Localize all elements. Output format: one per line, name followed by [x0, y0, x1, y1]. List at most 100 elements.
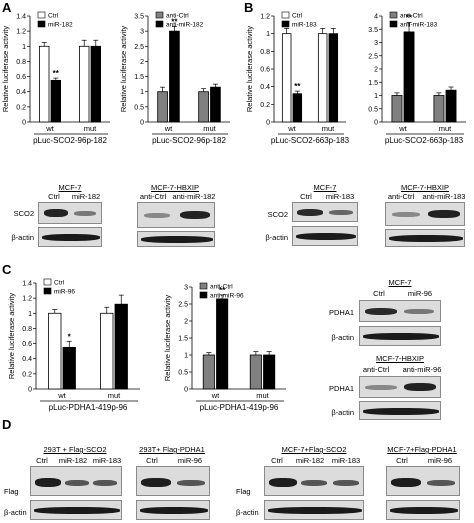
bar-anti-mir-183	[403, 31, 415, 123]
blot-b-lane-anti-ctrl: anti-Ctrl	[387, 192, 415, 201]
bar-ctrl	[48, 312, 62, 390]
bar-mir-182	[50, 79, 62, 123]
x-group-label: mut	[84, 124, 97, 133]
legend-label: anti-miR-96	[210, 293, 244, 300]
blot-b-header-mcf7: MCF-7	[313, 183, 337, 192]
blot-d-header-mcf7-pdha1: MCF-7+Flag-PDHA1	[387, 445, 457, 454]
y-tick-label: 1.5	[368, 80, 378, 87]
western-blot-c1-actin	[359, 326, 441, 346]
western-blot-d2-actin	[136, 500, 210, 520]
blot-b-header-hbxip: MCF-7-HBXIP	[401, 183, 449, 192]
y-tick-label: 1.4	[16, 14, 26, 21]
blot-d1-lane-mir182: miR-182	[58, 456, 88, 465]
blot-d4-lane-mir96: miR-96	[427, 456, 453, 465]
bar-anti-ctrl	[202, 354, 215, 390]
y-tick-label: 0.8	[22, 326, 32, 333]
blot-a-lane-mir182: miR-182	[71, 192, 101, 201]
blot-d3-row-actin: β-actin	[236, 508, 259, 517]
y-tick-label: 1.2	[260, 14, 270, 21]
blot-band	[141, 478, 171, 487]
blot-band	[428, 210, 460, 218]
blot-band	[333, 480, 359, 486]
y-tick-label: 0	[140, 120, 144, 127]
x-axis-label: pLuc-SCO2-96p-182	[33, 136, 107, 145]
western-blot-c2-pdha1	[359, 376, 441, 398]
y-tick-label: 0	[266, 120, 270, 127]
bar-ctrl	[79, 45, 90, 123]
blot-d2-lane-ctrl: Ctrl	[146, 456, 158, 465]
blot-band	[363, 333, 439, 340]
blot-a-lane-ctrl: Ctrl	[48, 192, 60, 201]
y-tick-label: 4	[374, 14, 378, 21]
significance-mark: **	[294, 82, 301, 91]
legend-swatch	[155, 20, 164, 28]
legend-label: Ctrl	[48, 13, 59, 20]
blot-band	[74, 211, 96, 216]
legend-label: anti-Ctrl	[400, 13, 423, 20]
bar-anti-mir-182	[210, 86, 221, 123]
blot-d3-lane-mir182: miR-182	[295, 456, 325, 465]
blot-band	[404, 383, 436, 391]
y-tick-label: 0.6	[22, 341, 32, 348]
blot-b-row-actin: β-actin	[265, 233, 288, 242]
legend-label: Ctrl	[54, 280, 65, 287]
y-tick-label: 0	[184, 387, 188, 394]
bar-anti-mir-182	[169, 30, 180, 123]
y-tick-label: 1	[374, 93, 378, 100]
blot-band	[180, 211, 210, 219]
y-tick-label: 0	[28, 387, 32, 394]
blot-d-header-293t-sco2: 293T + Flag-SCO2	[43, 445, 107, 454]
western-blot-b2-sco2	[385, 202, 465, 226]
significance-mark: **	[53, 69, 60, 78]
legend-swatch	[389, 11, 398, 19]
x-group-label: wt	[211, 391, 220, 400]
legend-label: miR-182	[48, 22, 73, 29]
blot-d1-lane-ctrl: Ctrl	[36, 456, 48, 465]
bar-ctrl	[281, 33, 292, 123]
blot-c2-row-pdha1: PDHA1	[328, 384, 354, 393]
blot-c-lane-ctrl: Ctrl	[373, 289, 385, 298]
western-blot-d2-flag	[136, 466, 210, 496]
blot-b-lane-mir183: miR-183	[325, 192, 355, 201]
bar-anti-mir-96	[216, 298, 229, 390]
panel-label-a: A	[2, 0, 12, 15]
legend-swatch	[389, 20, 398, 28]
blot-b-row-sco2: SCO2	[267, 210, 288, 219]
y-tick-label: 0.6	[16, 74, 26, 81]
blot-band	[44, 209, 68, 217]
significance-mark: **	[219, 286, 226, 295]
legend-label: anti-Ctrl	[210, 284, 233, 291]
y-tick-label: 3	[184, 285, 188, 292]
y-axis-label: Relative luciferase activity	[163, 295, 172, 382]
blot-band	[269, 478, 297, 487]
western-blot-b2-actin	[385, 229, 465, 247]
y-tick-label: 2	[374, 67, 378, 74]
bar-mir-182	[90, 45, 102, 123]
blot-b-lane-ctrl: Ctrl	[300, 192, 312, 201]
blot-band	[365, 385, 397, 390]
western-blot-c1-pdha1	[359, 300, 441, 322]
western-blot-d4-flag	[386, 466, 460, 496]
y-axis-label: Relative luciferase activity	[245, 26, 254, 113]
bar-anti-ctrl	[391, 95, 403, 123]
blot-c2-row-actin: β-actin	[331, 408, 354, 417]
x-group-label: mut	[108, 391, 121, 400]
blot-a-row-sco2: SCO2	[13, 209, 34, 218]
blot-band	[390, 507, 458, 514]
x-group-label: wt	[45, 124, 54, 133]
luciferase-chart-c-mir96: 0 0.2 0.4 0.6 0.8 1 1.2 1.4 Relative luciferase …	[7, 278, 140, 412]
y-tick-label: 1.2	[16, 29, 26, 36]
bar-anti-ctrl	[249, 354, 262, 390]
x-group-label: wt	[164, 124, 173, 133]
y-axis-label: Relative luciferase activity	[1, 26, 10, 113]
x-axis-label: pLuc-SCO2-663p-183	[271, 136, 350, 145]
y-tick-label: 2.5	[178, 302, 188, 309]
western-blot-d3-flag	[264, 466, 364, 496]
blot-d-header-mcf7-sco2: MCF-7+Flag-SCO2	[281, 445, 347, 454]
luciferase-chart-b-mir183: 0 0.2 0.4 0.6 0.8 1 1.2 Relative luciferase act…	[245, 11, 350, 145]
western-blot-a2-sco2	[137, 202, 215, 228]
y-tick-label: 0.2	[22, 371, 32, 378]
blot-band	[427, 480, 455, 486]
y-tick-label: 3.5	[368, 27, 378, 34]
y-tick-label: 1	[266, 31, 270, 38]
